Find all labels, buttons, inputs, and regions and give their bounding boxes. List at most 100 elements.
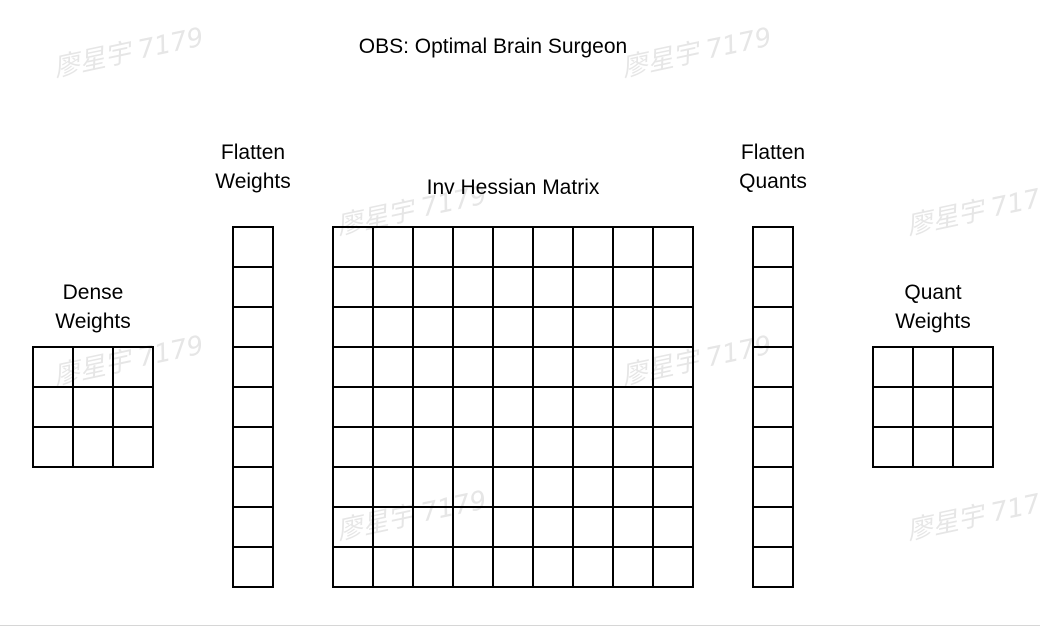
matrix-cell bbox=[754, 308, 794, 348]
matrix-cell bbox=[574, 468, 614, 508]
flatten-weights-label-line1: Flatten bbox=[220, 141, 286, 164]
matrix-cell bbox=[754, 228, 794, 268]
matrix-cell bbox=[414, 508, 454, 548]
quant-weights-label: Quant Weights bbox=[873, 278, 993, 336]
matrix-cell bbox=[654, 268, 694, 308]
matrix-cell bbox=[574, 388, 614, 428]
matrix-cell bbox=[654, 548, 694, 588]
matrix-cell bbox=[574, 428, 614, 468]
flatten-weights-label: Flatten Weights bbox=[193, 138, 313, 196]
matrix-cell bbox=[754, 348, 794, 388]
matrix-cell bbox=[494, 268, 534, 308]
matrix-cell bbox=[574, 508, 614, 548]
matrix-cell bbox=[614, 268, 654, 308]
matrix-cell bbox=[874, 428, 914, 468]
matrix-cell bbox=[914, 428, 954, 468]
quant-weights-label-line2: Weights bbox=[895, 310, 971, 333]
watermark: 廖星宇 7179 bbox=[904, 180, 1040, 242]
inv-hessian-matrix bbox=[332, 226, 694, 588]
matrix-cell bbox=[114, 348, 154, 388]
matrix-cell bbox=[74, 388, 114, 428]
flatten-quants-label-line2: Quants bbox=[739, 170, 807, 193]
matrix-cell bbox=[334, 508, 374, 548]
matrix-cell bbox=[234, 348, 274, 388]
matrix-cell bbox=[874, 388, 914, 428]
matrix-cell bbox=[334, 308, 374, 348]
matrix-cell bbox=[534, 388, 574, 428]
matrix-cell bbox=[454, 348, 494, 388]
matrix-cell bbox=[334, 468, 374, 508]
dense-weights-label: Dense Weights bbox=[33, 278, 153, 336]
matrix-cell bbox=[614, 308, 654, 348]
flatten-weights-label-line2: Weights bbox=[215, 170, 291, 193]
matrix-cell bbox=[754, 428, 794, 468]
matrix-cell bbox=[234, 428, 274, 468]
matrix-cell bbox=[454, 468, 494, 508]
matrix-cell bbox=[874, 348, 914, 388]
matrix-cell bbox=[454, 228, 494, 268]
matrix-cell bbox=[234, 308, 274, 348]
matrix-cell bbox=[334, 268, 374, 308]
dense-weights-grid bbox=[32, 346, 154, 468]
inv-hessian-label: Inv Hessian Matrix bbox=[333, 173, 693, 202]
inv-hessian-label-text: Inv Hessian Matrix bbox=[426, 176, 600, 199]
matrix-cell bbox=[374, 308, 414, 348]
matrix-cell bbox=[574, 228, 614, 268]
matrix-cell bbox=[374, 428, 414, 468]
matrix-cell bbox=[374, 228, 414, 268]
matrix-cell bbox=[414, 228, 454, 268]
matrix-cell bbox=[74, 348, 114, 388]
matrix-cell bbox=[654, 228, 694, 268]
matrix-cell bbox=[534, 428, 574, 468]
matrix-cell bbox=[374, 508, 414, 548]
diagram-title: OBS: Optimal Brain Surgeon bbox=[358, 35, 628, 58]
matrix-cell bbox=[534, 228, 574, 268]
matrix-cell bbox=[374, 348, 414, 388]
matrix-cell bbox=[494, 548, 534, 588]
flatten-quants-label-line1: Flatten bbox=[740, 141, 806, 164]
matrix-cell bbox=[614, 468, 654, 508]
matrix-cell bbox=[614, 348, 654, 388]
matrix-cell bbox=[454, 388, 494, 428]
matrix-cell bbox=[414, 468, 454, 508]
matrix-cell bbox=[494, 308, 534, 348]
matrix-cell bbox=[234, 228, 274, 268]
bottom-divider bbox=[0, 625, 1040, 626]
matrix-cell bbox=[534, 268, 574, 308]
matrix-cell bbox=[334, 348, 374, 388]
matrix-cell bbox=[494, 228, 534, 268]
quant-weights-label-line1: Quant bbox=[904, 281, 962, 304]
matrix-cell bbox=[374, 268, 414, 308]
matrix-cell bbox=[574, 268, 614, 308]
matrix-cell bbox=[574, 308, 614, 348]
matrix-cell bbox=[414, 348, 454, 388]
matrix-cell bbox=[34, 388, 74, 428]
matrix-cell bbox=[234, 268, 274, 308]
matrix-cell bbox=[954, 428, 994, 468]
flatten-weights-column bbox=[232, 226, 274, 588]
matrix-cell bbox=[114, 428, 154, 468]
matrix-cell bbox=[614, 508, 654, 548]
matrix-cell bbox=[414, 548, 454, 588]
matrix-cell bbox=[914, 348, 954, 388]
matrix-cell bbox=[494, 428, 534, 468]
matrix-cell bbox=[574, 348, 614, 388]
matrix-cell bbox=[234, 388, 274, 428]
matrix-cell bbox=[494, 508, 534, 548]
matrix-cell bbox=[614, 388, 654, 428]
matrix-cell bbox=[534, 548, 574, 588]
matrix-cell bbox=[374, 468, 414, 508]
matrix-cell bbox=[614, 228, 654, 268]
matrix-cell bbox=[654, 348, 694, 388]
matrix-cell bbox=[754, 548, 794, 588]
matrix-cell bbox=[454, 308, 494, 348]
matrix-cell bbox=[454, 548, 494, 588]
dense-weights-label-line1: Dense bbox=[62, 281, 124, 304]
matrix-cell bbox=[754, 388, 794, 428]
matrix-cell bbox=[334, 228, 374, 268]
matrix-cell bbox=[454, 268, 494, 308]
matrix-cell bbox=[954, 388, 994, 428]
matrix-cell bbox=[914, 388, 954, 428]
matrix-cell bbox=[494, 388, 534, 428]
